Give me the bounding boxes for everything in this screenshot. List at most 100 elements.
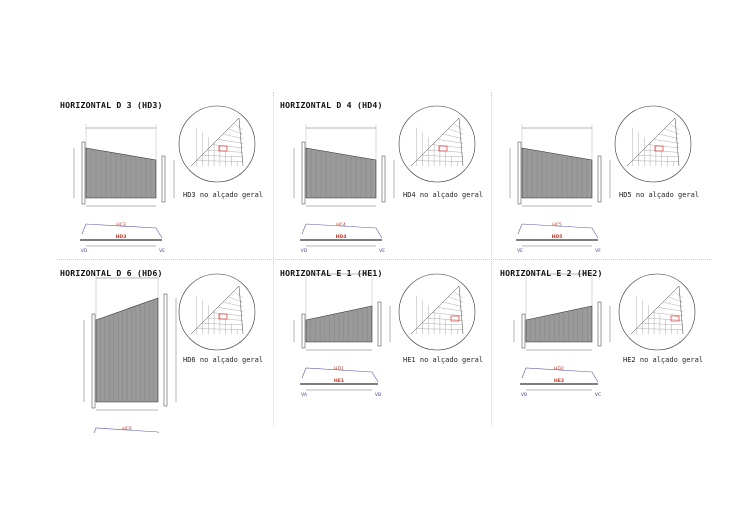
panel-caption: HD3 no alçado geral	[183, 191, 264, 199]
elevation-grid-line	[442, 133, 464, 139]
elevation-grid-line	[222, 301, 244, 307]
highlighted-element	[438, 145, 448, 152]
elevation-grid-line	[228, 128, 244, 135]
elevation-grid-line	[448, 128, 464, 135]
plan-left-label: VE	[517, 248, 523, 254]
side-profile-right	[597, 301, 602, 347]
panel-title: HORIZONTAL D 6 (HD6)	[60, 268, 163, 278]
elevation-grid-line	[233, 291, 244, 298]
plan-right-label: VB	[375, 392, 381, 398]
elevation-grid-line	[421, 155, 464, 158]
elevation-key-circle	[178, 105, 256, 183]
highlighted-element	[450, 315, 460, 322]
plan-top-label: HC6	[122, 426, 132, 432]
elevation-grid-line	[222, 133, 244, 139]
panel-title: HORIZONTAL D 4 (HD4)	[280, 100, 383, 110]
row-divider	[57, 259, 712, 260]
plan-code-label: HE2	[554, 378, 564, 384]
elevation-grid-line	[448, 296, 464, 303]
elevation-grid-line	[648, 144, 680, 149]
panel-hd5: HC5 HD5 VE VF HD5 no alçado geral	[496, 100, 715, 265]
panel-caption: HD4 no alçado geral	[403, 191, 484, 199]
elevation-grid-line	[217, 139, 244, 144]
elevation-grid-line	[637, 155, 680, 158]
side-profile-right	[163, 293, 168, 407]
elevation-grid-line	[632, 160, 680, 162]
elevation-grid-line	[453, 123, 464, 130]
elevation-grid-line	[416, 328, 464, 330]
elevation-grid-line	[217, 307, 244, 312]
elevation-grid-line	[636, 328, 684, 330]
plan-top-label: HD2	[554, 366, 564, 372]
plan-code-label: HE1	[334, 378, 344, 384]
elevation-grid-line	[673, 291, 684, 298]
plan-outline	[301, 367, 379, 383]
elevation-grid-line	[453, 291, 464, 298]
elevation-grid-line	[416, 160, 464, 162]
elevation-grid-line	[426, 317, 464, 321]
elevation-grid-line	[201, 155, 244, 158]
elevation-key-circle	[614, 105, 692, 183]
side-profile-left	[301, 313, 306, 349]
panel-drawing: HC4 HD4 VD VE	[293, 105, 476, 254]
elevation-grid-line	[437, 307, 464, 312]
plan-right-label: VC	[595, 392, 601, 398]
plan-top-label: HC3	[116, 222, 126, 228]
panel-caption: HE2 no alçado geral	[623, 356, 704, 364]
elevation-grid-line	[662, 301, 684, 307]
plan-left-label: VA	[301, 392, 308, 398]
elevation-grid-line	[668, 296, 684, 303]
elevation-grid-line	[652, 312, 684, 317]
elevation-grid-line	[432, 312, 464, 317]
panel-title: HORIZONTAL E 2 (HE2)	[500, 268, 603, 278]
panel-drawing: HD1 HE1 VA VB	[293, 270, 476, 398]
elevation-grid-line	[212, 312, 244, 317]
side-profile-right	[161, 155, 166, 203]
plan-code-label: HD3	[116, 234, 127, 240]
highlighted-element	[670, 315, 680, 322]
elevation-grid-line	[196, 328, 244, 330]
panel-hd4: HORIZONTAL D 4 (HD4) HC4 HD4 VD VE HD4 no a…	[280, 100, 499, 265]
panel-drawing: HC3 HD3 VD VE	[73, 105, 256, 254]
panel-drawing: HD2 HE2 VB VC	[513, 270, 696, 398]
elevation-grid-line	[658, 133, 680, 139]
plan-outline	[81, 223, 163, 239]
side-profile-right	[381, 155, 386, 203]
panel-drawing: HC5 HD5 VE VF	[509, 105, 692, 254]
plan-top-label: HC4	[336, 222, 346, 228]
plan-outline	[521, 367, 599, 383]
panel-title: HORIZONTAL E 1 (HE1)	[280, 268, 383, 278]
plan-right-label: VE	[379, 248, 385, 254]
elevation-grid-line	[664, 128, 680, 135]
panel-drawing: HC6HD6VFVG	[83, 273, 256, 433]
plan-outline	[93, 427, 159, 433]
elevation-grid-line	[233, 123, 244, 130]
plan-top-label: HC5	[552, 222, 562, 228]
elevation-grid-line	[212, 144, 244, 149]
elevation-grid-line	[228, 296, 244, 303]
panel-caption: HE1 no alçado geral	[403, 356, 484, 364]
side-profile-left	[517, 141, 522, 205]
side-profile-left	[81, 141, 86, 205]
elevation-key-circle	[398, 273, 476, 351]
side-profile-left	[301, 141, 306, 205]
elevation-grid-line	[432, 144, 464, 149]
elevation-key-circle	[178, 273, 256, 351]
plan-top-label: HD1	[334, 366, 344, 372]
plan-code-label: HD5	[552, 234, 563, 240]
panel-he2: HORIZONTAL E 2 (HE2) HD2 HE2 VB VC HE2 no a…	[500, 268, 719, 433]
panel-title: HORIZONTAL D 3 (HD3)	[60, 100, 163, 110]
highlighted-element	[218, 313, 228, 320]
elevation-grid-line	[653, 139, 680, 144]
plan-outline	[517, 223, 599, 239]
elevation-grid-line	[657, 307, 684, 312]
highlighted-element	[218, 145, 228, 152]
side-profile-right	[597, 155, 602, 203]
elevation-grid-line	[196, 160, 244, 162]
elevation-grid-line	[437, 139, 464, 144]
plan-outline	[301, 223, 383, 239]
elevation-grid-line	[442, 301, 464, 307]
plan-left-label: VD	[81, 248, 88, 254]
elevation-key-circle	[618, 273, 696, 351]
